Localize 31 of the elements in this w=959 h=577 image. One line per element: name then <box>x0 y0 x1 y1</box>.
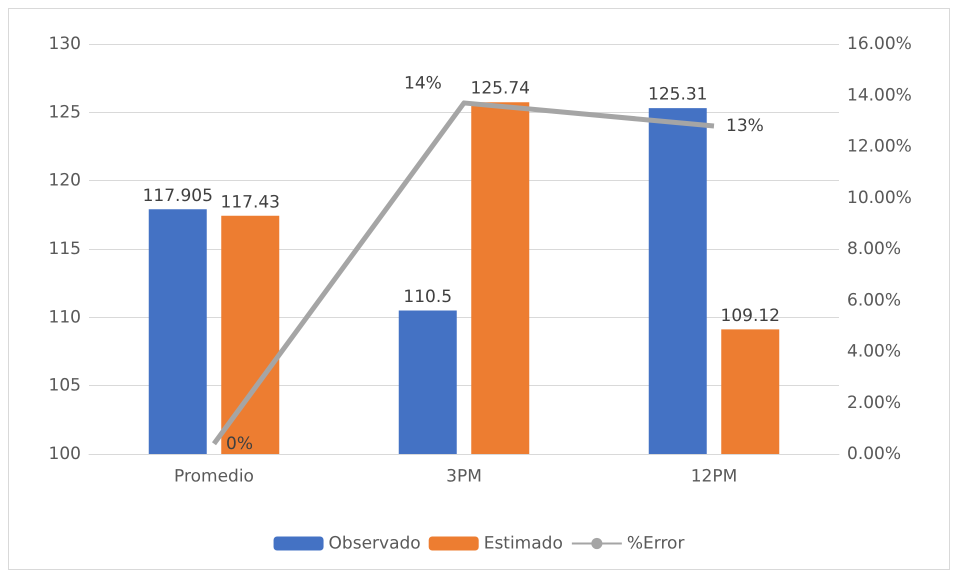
y2-tick-label: 8.00% <box>847 239 902 259</box>
legend-label: %Error <box>626 534 684 554</box>
legend-label: Estimado <box>484 534 563 554</box>
y-tick-label: 115 <box>48 239 81 259</box>
y2-tick-label: 4.00% <box>847 342 902 362</box>
x-tick-label: Promedio <box>174 466 254 486</box>
y-tick-label: 110 <box>48 307 81 328</box>
data-label: 109.12 <box>720 306 780 326</box>
y-tick-label: 105 <box>48 376 81 396</box>
y2-tick-label: 14.00% <box>847 85 912 106</box>
y2-tick-label: 16.00% <box>847 34 912 54</box>
data-label: 125.74 <box>470 78 530 99</box>
data-label: 14% <box>404 73 442 94</box>
y2-tick-label: 0.00% <box>847 444 902 464</box>
y2-tick-label: 6.00% <box>847 290 902 310</box>
legend-label: Observado <box>328 534 421 554</box>
y-tick-label: 100 <box>48 444 81 464</box>
data-label: 117.43 <box>220 192 280 212</box>
x-tick-label: 3PM <box>446 466 482 486</box>
y2-tick-label: 12.00% <box>847 136 912 156</box>
x-tick-label: 12PM <box>690 466 738 486</box>
y-tick-label: 120 <box>48 170 81 191</box>
data-label: 110.5 <box>403 287 452 307</box>
y2-tick-label: 10.00% <box>847 188 912 208</box>
data-label: 117.905 <box>142 186 213 206</box>
y-tick-label: 130 <box>48 34 81 54</box>
y-tick-label: 125 <box>48 102 81 122</box>
data-label: 13% <box>726 116 764 136</box>
y2-tick-label: 2.00% <box>847 392 902 413</box>
data-label: 125.31 <box>648 84 708 105</box>
data-label: 0% <box>226 434 253 454</box>
